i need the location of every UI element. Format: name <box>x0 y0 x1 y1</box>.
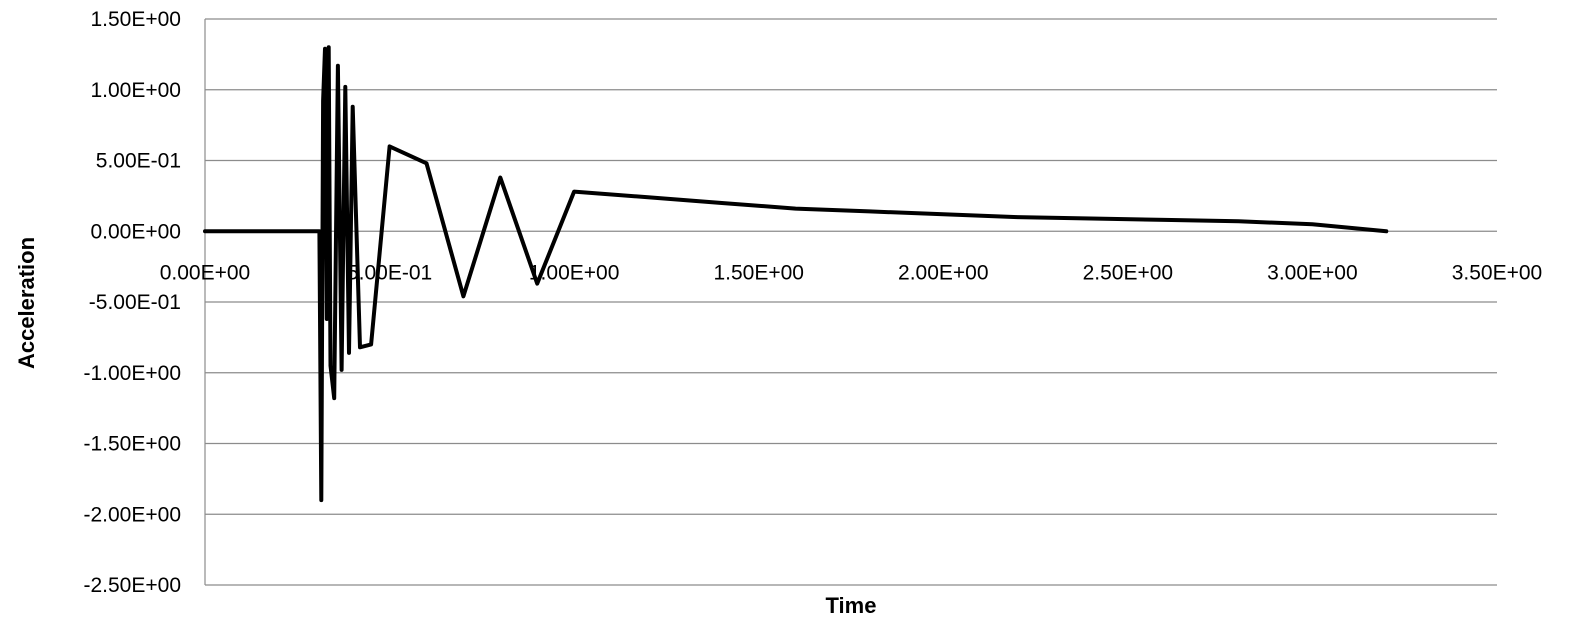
y-tick-label: -5.00E-01 <box>89 291 181 314</box>
x-tick-label: 0.00E+00 <box>160 261 251 284</box>
series-line-0 <box>203 45 1389 503</box>
y-tick-labels: 1.50E+00 1.00E+00 5.00E-01 0.00E+00 -5.00E-0… <box>84 8 182 597</box>
y-tick-label: -2.50E+00 <box>84 574 182 597</box>
y-tick-label: -2.00E+00 <box>84 503 182 526</box>
y-axis-title: Acceleration <box>14 237 39 369</box>
y-tick-label: -1.50E+00 <box>84 433 182 456</box>
x-tick-label: 1.50E+00 <box>713 261 804 284</box>
x-tick-label: 3.50E+00 <box>1452 261 1543 284</box>
y-tick-label: 5.00E-01 <box>96 150 181 173</box>
y-tick-label: 0.00E+00 <box>90 220 181 243</box>
x-tick-label: 5.00E-01 <box>347 261 432 284</box>
x-tick-label: 3.00E+00 <box>1267 261 1358 284</box>
y-tick-label: 1.00E+00 <box>90 79 181 102</box>
x-axis-title: Time <box>826 593 877 618</box>
x-tick-label: 1.00E+00 <box>529 261 620 284</box>
y-tick-label: 1.50E+00 <box>90 8 181 31</box>
x-tick-label: 2.50E+00 <box>1083 261 1174 284</box>
x-tick-labels: 0.00E+00 5.00E-01 1.00E+00 1.50E+00 2.00E+00… <box>160 261 1543 284</box>
gridlines <box>204 18 1497 586</box>
series-layer <box>203 45 1389 503</box>
x-tick-label: 2.00E+00 <box>898 261 989 284</box>
y-tick-label: -1.00E+00 <box>84 362 182 385</box>
